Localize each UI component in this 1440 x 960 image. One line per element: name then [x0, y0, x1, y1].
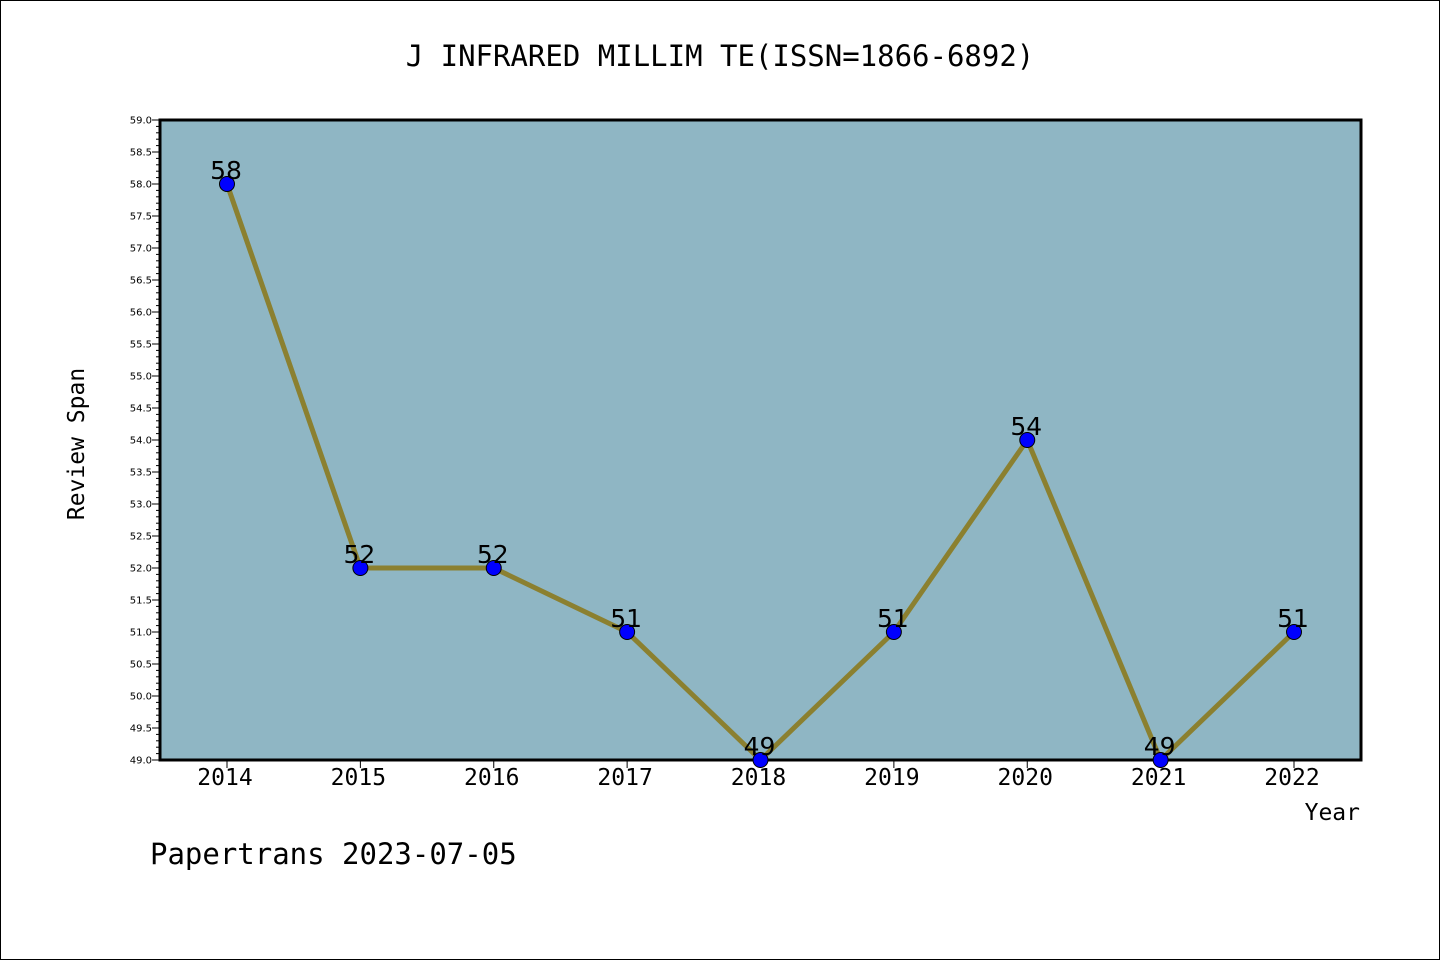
y-tick-label: 52.5 [130, 532, 152, 543]
y-tick-label: 57.0 [130, 244, 152, 255]
data-point [1286, 624, 1302, 640]
data-label: 54 [1010, 412, 1042, 441]
y-tick-label: 50.5 [130, 660, 152, 671]
x-tick-label: 2020 [998, 765, 1053, 791]
x-axis: 2014 2015 2016 2017 2018 2019 2020 2021 2022 [197, 760, 1320, 791]
data-point [485, 560, 502, 576]
y-tick-label: 51.5 [130, 596, 152, 607]
y-tick-label: 54.0 [130, 436, 152, 447]
data-label: 51 [1277, 604, 1309, 633]
x-tick-label: 2018 [731, 765, 786, 791]
x-tick-label: 2022 [1264, 765, 1319, 791]
data-label: 52 [477, 540, 509, 569]
chart-title: J INFRARED MILLIM TE(ISSN=1866-6892) [406, 39, 1035, 73]
y-tick-label: 50.0 [130, 692, 152, 703]
y-tick-label: 52.0 [130, 564, 152, 575]
y-tick-label: 57.5 [130, 212, 152, 223]
y-axis: 49.0 49.5 50.0 50.5 51.0 51.5 52.0 52.5 53.0 53.5… [130, 116, 160, 767]
data-label: 52 [343, 540, 375, 569]
data-point [1152, 752, 1169, 768]
data-point [619, 624, 636, 640]
y-tick-label: 49.5 [130, 724, 152, 735]
data-label: 51 [610, 604, 642, 633]
data-label: 49 [744, 732, 776, 761]
y-axis-label: Review Span [64, 368, 90, 520]
x-tick-label: 2014 [197, 765, 252, 791]
y-tick-label: 56.5 [130, 276, 152, 287]
y-tick-label: 49.0 [130, 756, 152, 767]
data-label: 58 [210, 156, 242, 185]
data-label: 49 [1144, 732, 1176, 761]
y-tick-label: 55.5 [130, 340, 152, 351]
data-point [219, 176, 235, 192]
y-tick-label: 55.0 [130, 372, 152, 383]
y-tick-label: 51.0 [130, 628, 152, 639]
data-label: 51 [877, 604, 909, 633]
x-tick-label: 2019 [864, 765, 919, 791]
x-tick-label: 2017 [597, 765, 652, 791]
data-point [885, 624, 902, 640]
y-tick-label: 59.0 [130, 116, 152, 127]
y-tick-label: 54.5 [130, 404, 152, 415]
x-tick-label: 2016 [464, 765, 519, 791]
y-tick-label: 56.0 [130, 308, 152, 319]
y-tick-label: 58.5 [130, 148, 152, 159]
y-tick-label: 53.0 [130, 500, 152, 511]
y-tick-label: 53.5 [130, 468, 152, 479]
data-point [752, 752, 769, 768]
x-axis-label: Year [1305, 800, 1360, 826]
y-tick-label: 58.0 [130, 180, 152, 191]
data-labels: 58 52 52 51 49 51 54 49 51 [210, 156, 1309, 761]
data-point [1019, 432, 1036, 448]
x-tick-label: 2015 [331, 765, 386, 791]
footer-watermark: Papertrans 2023-07-05 [150, 837, 517, 871]
data-point [352, 560, 369, 576]
series-layer [219, 176, 1302, 768]
x-tick-label: 2021 [1131, 765, 1186, 791]
plot-area [158, 118, 1363, 762]
